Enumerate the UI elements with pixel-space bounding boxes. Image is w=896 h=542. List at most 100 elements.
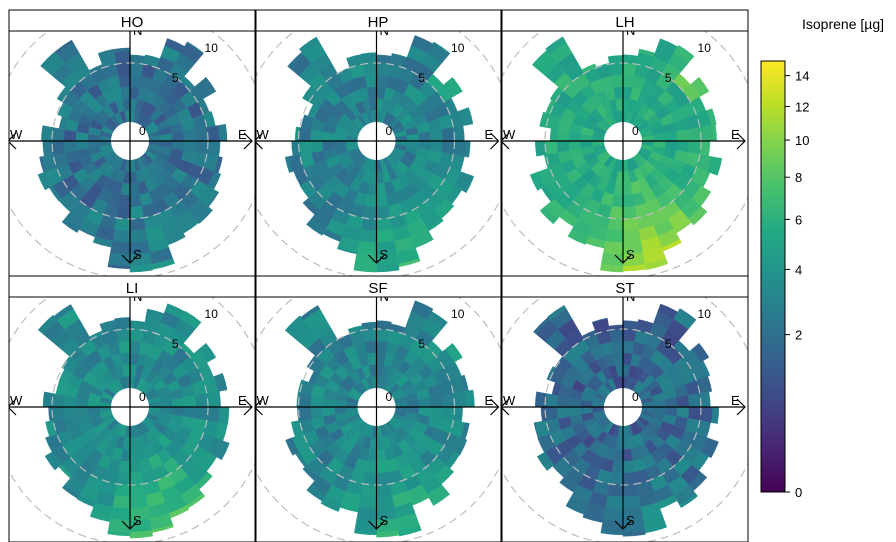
polar-cell [180,310,202,330]
polar-cell [42,391,54,408]
polar-cell [218,123,228,142]
radial-label: 0 [139,390,146,404]
compass-north-label: N [133,23,142,38]
polar-cell [687,127,702,142]
polar-cell [206,140,221,157]
polar-cell [353,264,377,273]
colorbar-ticks: 0 2 4 6 8 10 12 14 [785,69,809,500]
polar-cell [544,406,559,421]
polar-cell [298,127,312,142]
polar-cell [53,304,74,321]
polar-cell [129,217,146,232]
panel-border-1 [8,30,256,277]
polar-cell [432,493,450,506]
polar-cell [605,495,624,509]
polar-cell [539,206,558,225]
colorbar-title: Isoprene [µg] [802,16,884,32]
polar-cell [37,171,53,191]
polar-cell [432,41,451,55]
polar-cell [63,406,77,419]
polar-cell [37,314,58,335]
polar-cell [302,464,320,482]
polar-cell [61,484,80,499]
panel-border-2 [255,30,502,277]
polar-cell [691,76,710,97]
compass-south-label: S [626,513,635,528]
polar-cell [112,229,131,243]
strip-label-panel-3: LH [615,14,634,31]
panel-border-4 [8,296,256,542]
polar-cell [582,513,604,523]
polar-cell [112,495,131,509]
polar-cell [129,530,154,539]
polar-cell [688,206,708,226]
polar-cell [61,218,80,233]
panel-border-5 [255,296,502,542]
polar-cell [464,140,471,158]
compass-west-label: W [10,393,23,408]
polar-cell [644,258,668,271]
radial-label: 10 [205,41,219,55]
polar-cell [51,393,66,408]
strip-label-panel-4: LI [126,280,139,297]
polar-cell [118,74,131,88]
polar-cell [376,62,391,77]
polar-cell [700,360,711,377]
polar-cell [194,127,209,142]
polar-cell [362,62,377,77]
polar-cell [63,140,77,153]
compass-north-label: N [133,289,142,304]
compass-south-label: S [380,513,389,528]
polar-cell [114,317,131,331]
polar-cell [44,451,62,471]
polar-cell [544,393,559,408]
colorbar-tick-label: 12 [795,100,809,115]
polar-cell [622,217,639,232]
polar-cell [358,229,377,243]
polar-cell [51,127,66,142]
polar-cell [356,506,377,521]
polar-cell [609,205,624,220]
polar-cell [183,395,197,408]
polar-cell [302,198,320,215]
polar-cell [544,140,559,155]
polar-cell [300,305,321,321]
radial-label: 5 [418,71,425,85]
polar-cell [129,328,144,343]
polar-cell [441,140,455,155]
compass-east-label: E [485,393,494,408]
polar-cell [453,391,467,408]
polar-cell [364,74,377,88]
polar-cell [398,524,422,537]
radial-label: 0 [632,124,639,138]
polar-cell [298,393,312,408]
polar-cell [591,317,608,323]
panel-border-3 [501,30,749,277]
polar-cell [89,513,111,522]
polar-cell [360,483,377,498]
polar-cell [609,62,624,77]
polar-cell [364,340,377,354]
radial-label: 0 [139,124,146,138]
polar-cell [707,108,717,126]
polar-cell [195,206,213,224]
polar-cell [427,311,448,330]
polar-cell [441,406,455,421]
polar-cell [186,41,204,55]
polar-cell [533,422,539,439]
polar-cell [441,127,455,142]
polar-cell [45,437,53,453]
polar-cell [129,471,144,486]
polar-cell [609,328,624,343]
panel-borders [8,30,749,542]
compass-east-label: E [238,127,247,142]
panels: NSEW0510NSEW0510NSEW0510NSEW0510NSEW0510… [9,23,748,542]
polar-cell [129,483,146,498]
polar-cell [54,39,74,55]
polar-cell [549,128,559,142]
polar-cell [460,107,474,126]
polar-panel-4: N S E W 0 5 10 [9,289,255,542]
polar-cell [535,391,547,408]
polar-cell [198,342,217,363]
